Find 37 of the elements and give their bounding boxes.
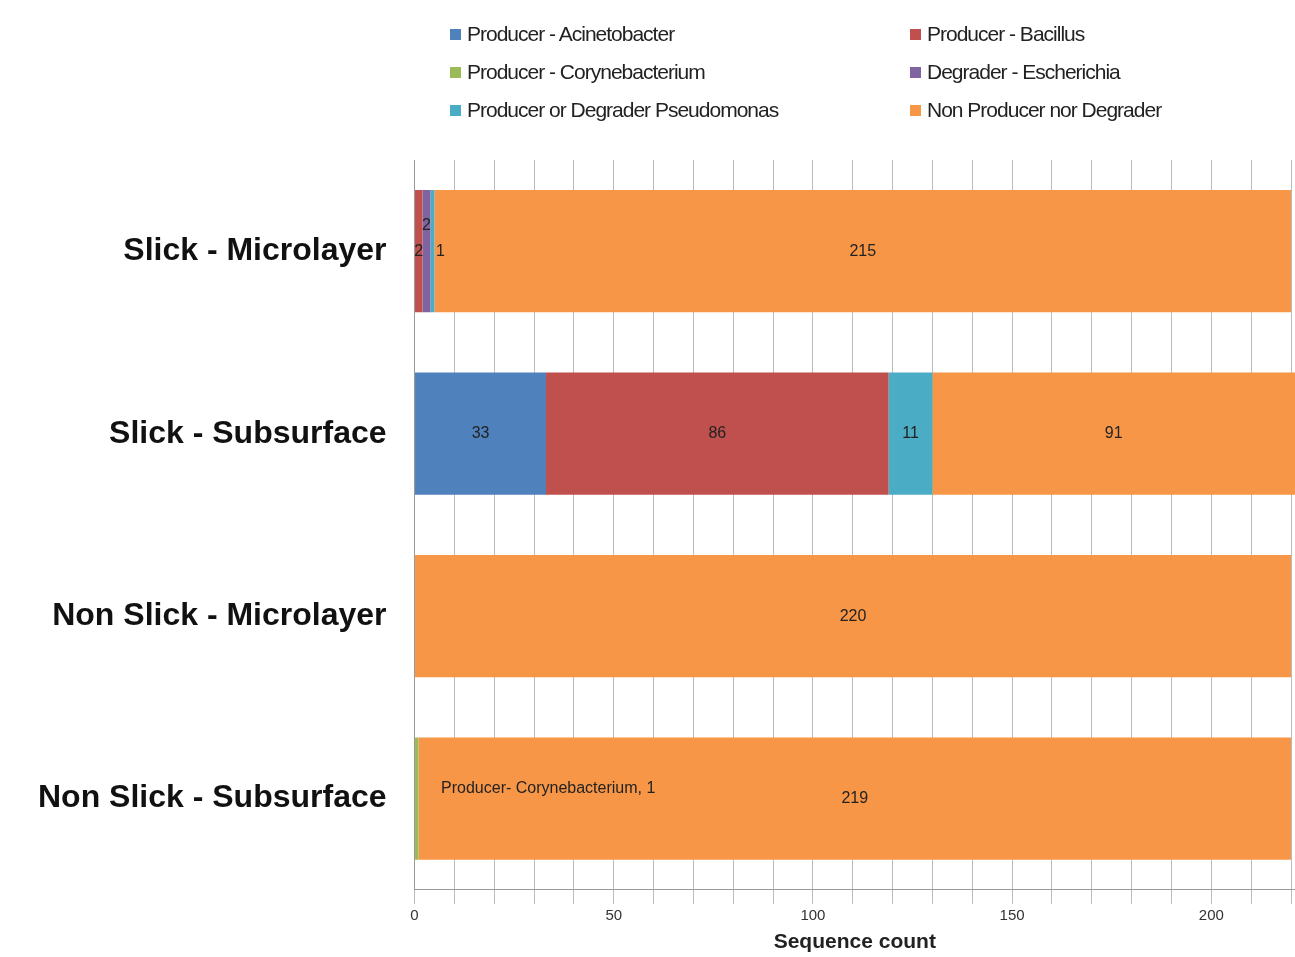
y-tick-label: Non Slick - Microlayer xyxy=(52,595,387,632)
legend-label: Producer or Degrader Pseudomonas xyxy=(467,98,779,122)
legend-label: Producer - Acinetobacter xyxy=(467,22,675,46)
data-label: Producer- Corynebacterium, 1 xyxy=(441,778,656,796)
x-tick-label: 150 xyxy=(999,905,1025,923)
bar xyxy=(888,372,933,495)
bar xyxy=(415,737,419,860)
x-tick-label: 100 xyxy=(800,905,826,923)
bar xyxy=(434,190,1292,313)
y-tick-label: Non Slick - Subsurface xyxy=(38,778,387,815)
data-label: 220 xyxy=(839,606,867,624)
legend-label: Degrader - Escherichia xyxy=(927,60,1120,84)
y-tick-label: Slick - Subsurface xyxy=(109,413,387,450)
x-axis-title: Sequence count xyxy=(773,929,936,953)
bar xyxy=(546,372,889,495)
x-tick-label: 50 xyxy=(605,905,623,923)
legend-label: Non Producer nor Degrader xyxy=(927,98,1162,122)
data-label: 11 xyxy=(902,424,919,442)
bar xyxy=(430,190,435,313)
data-label: 2 xyxy=(422,215,432,233)
data-label: 33 xyxy=(471,424,490,442)
bar xyxy=(418,737,1292,860)
data-label: 1 xyxy=(436,241,446,259)
bar xyxy=(415,372,546,495)
data-label: 219 xyxy=(841,788,869,806)
y-tick-label: Slick - Microlayer xyxy=(123,231,387,268)
bar xyxy=(415,555,1292,678)
legend-label: Producer - Corynebacterium xyxy=(467,60,705,84)
bar xyxy=(932,372,1295,495)
data-label: 91 xyxy=(1104,424,1123,442)
x-tick-label: 0 xyxy=(410,905,419,923)
data-label: 86 xyxy=(708,424,727,442)
x-tick-label: 200 xyxy=(1198,905,1224,923)
data-label: 215 xyxy=(849,241,877,259)
legend-label: Producer - Bacillus xyxy=(927,22,1085,46)
bar xyxy=(422,190,431,313)
data-label: 2 xyxy=(414,241,424,259)
